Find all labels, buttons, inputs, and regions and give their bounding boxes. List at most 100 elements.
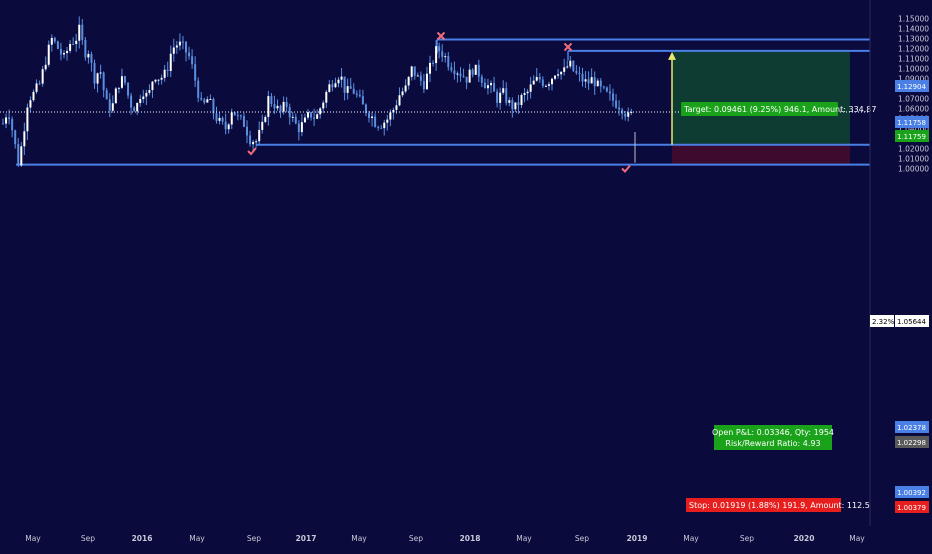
candle-body	[72, 44, 75, 46]
candle-body	[221, 117, 224, 122]
candle-body	[572, 60, 575, 71]
candle-body	[224, 121, 227, 130]
candle-body	[47, 44, 50, 65]
price-label-box	[895, 486, 929, 498]
target-zone	[672, 50, 850, 145]
candle-body	[142, 96, 145, 100]
candle-body	[471, 69, 474, 75]
candle-body	[371, 116, 374, 118]
candle-body	[69, 44, 72, 51]
candle-body	[151, 81, 154, 91]
candle-body	[349, 86, 352, 89]
candle-body	[422, 80, 425, 90]
candle-body	[136, 103, 139, 112]
y-tick-label: 1.13000	[898, 35, 929, 44]
candle-body	[172, 47, 175, 54]
y-tick-label: 1.02000	[898, 145, 929, 154]
candle-body	[44, 64, 47, 70]
candle-body	[416, 75, 419, 77]
candle-body	[368, 113, 370, 118]
candle-body	[99, 72, 102, 74]
candle-body	[514, 102, 517, 110]
candle-body	[282, 101, 285, 112]
candle-body	[551, 78, 553, 85]
candle-body	[429, 62, 431, 74]
candle-body	[313, 117, 316, 119]
candle-body	[169, 53, 172, 71]
time-axis[interactable]: May Sep 2016 May Sep 2017 May Sep 2018 May Sep 2019…	[25, 534, 865, 543]
candle-body	[75, 40, 78, 45]
candle-body	[483, 82, 486, 89]
target-label-text: Target: 0.09461 (9.25%) 946.1, Amount: 3…	[683, 105, 876, 114]
candle-body	[209, 98, 212, 100]
candle-body	[605, 87, 608, 92]
target-label-box	[681, 102, 838, 116]
candle-body	[32, 91, 35, 101]
candle-body	[2, 123, 4, 125]
candle-body	[87, 53, 90, 58]
overlay: Target: 0.09461 (9.25%) 946.1, Amount: 3…	[0, 31, 876, 512]
candle-body	[355, 93, 358, 95]
candle-body	[255, 141, 258, 143]
candle-body	[218, 117, 221, 121]
stop-label-text: Stop: 0.01919 (1.88%) 191.9, Amount: 112…	[689, 501, 870, 510]
price-label: 1.02298	[897, 439, 926, 447]
price-axis[interactable]: 1.150001.140001.130001.120001.110001.100…	[898, 15, 929, 174]
x-tick-label: May	[25, 534, 41, 543]
candle-body	[493, 83, 496, 92]
candle-body	[364, 104, 367, 114]
candle-body	[425, 73, 428, 90]
pnl-text: Open P&L: 0.03346, Qty: 1954	[712, 428, 834, 437]
candle-body	[383, 122, 386, 129]
candle-body	[325, 91, 328, 103]
y-tick-label: 1.11000	[898, 55, 929, 64]
candle-body	[468, 69, 471, 83]
candle-body	[490, 83, 492, 86]
candle-body	[191, 56, 194, 65]
candle-body	[398, 95, 401, 106]
candle-body	[593, 77, 596, 87]
candle-body	[23, 131, 26, 147]
candle-body	[352, 88, 355, 94]
candle-body	[285, 101, 288, 108]
candle-body	[188, 52, 191, 57]
candle-body	[270, 96, 273, 105]
candle-body	[291, 116, 294, 118]
candle-body	[124, 76, 126, 83]
candle-body	[117, 87, 120, 89]
rr-text: Risk/Reward Ratio: 4.93	[725, 439, 820, 448]
candle-body	[395, 105, 398, 110]
price-label: 1.02378	[897, 424, 926, 432]
candle-body	[496, 91, 499, 103]
candle-body	[197, 80, 200, 99]
candle-body	[63, 53, 65, 55]
price-label-box	[895, 116, 929, 128]
candle-body	[615, 100, 618, 108]
candle-body	[343, 76, 346, 93]
x-tick-label: 2018	[460, 534, 481, 543]
x-tick-label: 2020	[794, 534, 815, 543]
candle-body	[587, 79, 590, 84]
candle-body	[517, 102, 520, 105]
price-label: 1.00379	[897, 504, 926, 512]
x-tick-label: 2017	[296, 534, 317, 543]
candle-body	[316, 114, 319, 119]
candle-body	[389, 112, 392, 120]
candle-body	[554, 75, 557, 79]
x-marker	[563, 42, 573, 52]
candle-body	[505, 88, 508, 103]
x-tick-label: May	[683, 534, 699, 543]
candle-body	[599, 80, 602, 87]
check-marker	[621, 164, 631, 173]
candle-body	[413, 66, 416, 76]
candle-body	[612, 93, 614, 101]
y-tick-label: 1.14000	[898, 25, 929, 34]
candle-body	[523, 93, 526, 95]
candle-body	[203, 99, 206, 103]
candle-body	[563, 67, 566, 72]
candle-body	[261, 121, 264, 130]
candle-body	[105, 90, 108, 100]
x-tick-label: Sep	[409, 534, 423, 543]
candle-body	[560, 71, 563, 75]
